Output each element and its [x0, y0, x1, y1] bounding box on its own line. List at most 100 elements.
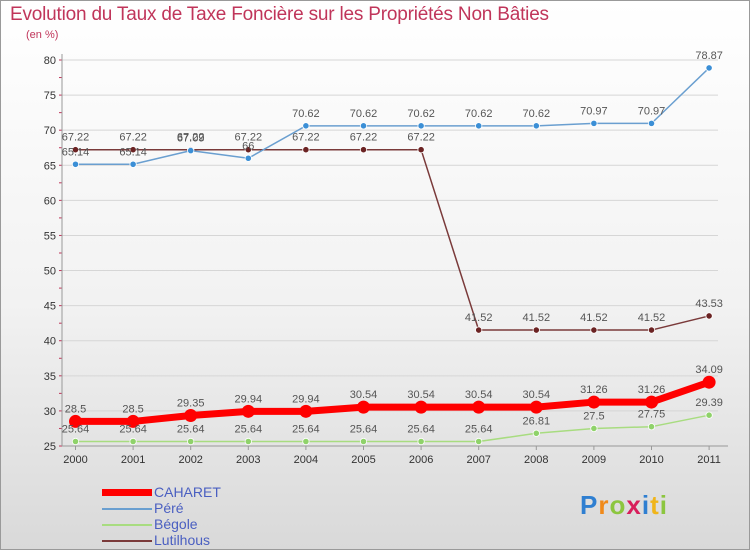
data-label: 41.52	[580, 312, 608, 324]
data-point	[244, 154, 252, 162]
data-point	[299, 404, 313, 418]
data-label: 34.09	[695, 364, 723, 376]
series-line-lutilhous	[75, 148, 710, 331]
data-label: 26.81	[523, 415, 551, 427]
y-tick-label: 70	[44, 125, 56, 137]
logo-letter: i	[659, 490, 668, 520]
data-label: 25.64	[465, 424, 493, 436]
data-label: 67.22	[292, 132, 320, 144]
data-label: 25.64	[62, 424, 90, 436]
data-label: 70.62	[465, 108, 493, 120]
data-point	[417, 122, 425, 130]
data-label: 70.97	[638, 105, 666, 117]
data-point	[645, 395, 658, 409]
data-point	[302, 146, 310, 154]
data-label: 67.22	[350, 132, 378, 144]
chart-title: Evolution du Taux de Taxe Foncière sur l…	[10, 4, 549, 25]
data-point	[126, 414, 140, 428]
data-point	[359, 122, 368, 130]
legend-swatch	[102, 524, 152, 526]
data-label: 28.5	[122, 403, 143, 415]
series-line-bégole	[75, 414, 710, 443]
data-label: 30.54	[407, 389, 435, 401]
data-label: 29.94	[292, 393, 320, 405]
logo-letter: o	[609, 490, 627, 520]
x-tick-label: 2000	[63, 454, 87, 466]
data-label: 27.5	[583, 410, 604, 422]
data-point	[357, 400, 370, 414]
legend-label: Bégole	[154, 516, 198, 532]
data-label: 31.26	[580, 384, 608, 396]
data-point	[475, 437, 483, 446]
x-tick-label: 2011	[697, 454, 721, 466]
data-point	[475, 122, 483, 130]
y-tick-label: 65	[44, 160, 56, 172]
data-point	[302, 122, 310, 130]
data-label: 67.22	[177, 132, 205, 144]
data-point	[647, 326, 656, 334]
series-line-péré	[75, 67, 710, 166]
y-tick-label: 50	[44, 266, 56, 278]
x-tick-label: 2007	[466, 454, 490, 466]
x-tick-label: 2005	[351, 454, 375, 466]
data-point	[590, 119, 598, 127]
data-point	[647, 119, 656, 127]
x-tick-label: 2008	[524, 454, 548, 466]
data-label: 29.94	[235, 393, 263, 405]
data-point	[129, 437, 137, 446]
x-tick-label: 2006	[409, 454, 433, 466]
data-label: 70.62	[350, 108, 378, 120]
data-point	[184, 408, 198, 422]
legend-swatch	[102, 540, 152, 542]
data-label: 67.22	[235, 132, 263, 144]
data-point	[529, 400, 543, 414]
data-point	[71, 146, 80, 154]
data-label: 65.14	[62, 146, 90, 158]
data-point	[702, 375, 716, 389]
data-point	[532, 326, 540, 334]
data-label: 70.62	[292, 108, 320, 120]
legend-swatch	[102, 508, 152, 510]
legend-label: Lutilhous	[154, 532, 211, 548]
data-label: 25.64	[119, 424, 147, 436]
data-point	[705, 411, 713, 419]
data-label: 67.09	[177, 133, 205, 145]
data-label: 67.22	[119, 132, 147, 144]
data-label: 41.52	[465, 312, 493, 324]
data-point	[417, 146, 425, 154]
x-tick-label: 2001	[121, 454, 145, 466]
y-tick-label: 40	[44, 336, 56, 348]
data-point	[69, 414, 82, 428]
data-label: 70.62	[407, 108, 435, 120]
series-line-caharet	[75, 378, 711, 425]
x-tick-label: 2004	[294, 454, 318, 466]
logo-letter: x	[626, 490, 642, 520]
y-tick-label: 60	[44, 195, 56, 207]
data-point	[587, 395, 601, 409]
data-label: 29.39	[695, 397, 723, 409]
data-label: 30.54	[465, 389, 493, 401]
data-label: 25.64	[292, 424, 320, 436]
data-label: 67.22	[407, 132, 435, 144]
logo-letter: i	[641, 490, 651, 520]
data-point	[647, 423, 656, 431]
data-point	[475, 326, 483, 334]
y-tick-label: 25	[44, 441, 56, 453]
y-tick-label: 80	[44, 55, 56, 67]
data-point	[129, 160, 137, 168]
y-tick-label: 30	[44, 406, 56, 418]
data-point	[241, 404, 255, 418]
data-point	[414, 400, 428, 414]
data-point	[590, 326, 598, 334]
data-label: 25.64	[177, 424, 205, 436]
y-tick-label: 45	[44, 301, 56, 313]
data-point	[302, 437, 310, 446]
data-label: 66	[242, 140, 254, 152]
data-point	[71, 160, 80, 168]
unit-label: (en %)	[26, 29, 59, 41]
data-label: 41.52	[638, 312, 666, 324]
data-label: 25.64	[407, 424, 435, 436]
x-tick-label: 2009	[582, 454, 606, 466]
